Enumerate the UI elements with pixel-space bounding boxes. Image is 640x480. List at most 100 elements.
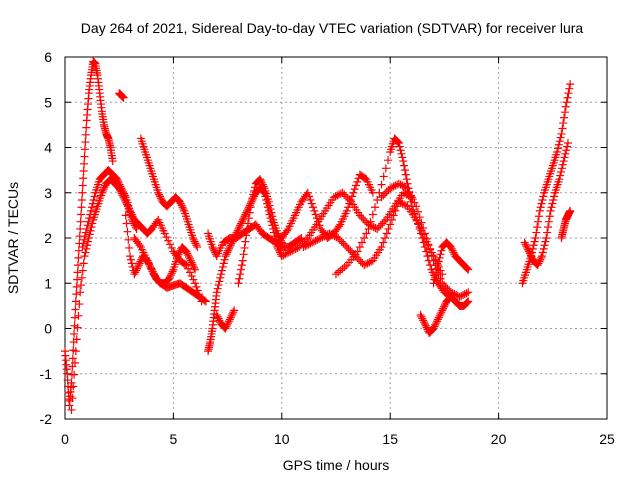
data-point-fill — [530, 237, 539, 246]
data-point-fill — [422, 247, 431, 256]
data-point-fill — [346, 246, 355, 255]
data-point-fill — [125, 243, 134, 252]
data-point-fill — [462, 289, 471, 298]
data-point-fill — [418, 314, 427, 323]
data-point — [559, 157, 568, 166]
data-point-fill — [337, 237, 346, 246]
data-point-fill — [167, 269, 176, 278]
data-point-fill — [82, 123, 91, 132]
data-point-fill — [89, 195, 98, 204]
data-point-fill — [81, 248, 90, 257]
data-point-fill — [136, 257, 145, 266]
series-arc-5 — [136, 134, 202, 252]
data-point-fill — [126, 208, 135, 217]
data-point — [438, 279, 447, 288]
data-point-fill — [215, 277, 224, 286]
data-point-fill — [405, 187, 414, 196]
data-point-fill — [302, 241, 311, 250]
data-point-fill — [560, 113, 569, 122]
data-point-fill — [90, 192, 99, 201]
data-point-fill — [437, 308, 446, 317]
data-point-fill — [434, 313, 443, 322]
data-point-fill — [550, 192, 559, 201]
series-arc-16 — [377, 179, 473, 301]
data-point — [299, 243, 308, 252]
data-point-fill — [410, 198, 419, 207]
data-point-fill — [379, 238, 388, 247]
data-point-fill — [415, 213, 424, 222]
data-point-fill — [543, 228, 552, 237]
data-point — [537, 252, 546, 261]
data-point-fill — [389, 211, 398, 220]
data-point-fill — [413, 207, 422, 216]
data-point-fill — [547, 203, 556, 212]
data-point-fill — [120, 191, 129, 200]
data-point-fill — [216, 273, 225, 282]
data-point-fill — [335, 235, 344, 244]
data-point-fill — [341, 192, 350, 201]
data-point-fill — [341, 241, 350, 250]
data-point — [208, 243, 217, 252]
data-point-fill — [289, 245, 298, 254]
data-point-fill — [224, 319, 233, 328]
data-point-fill — [119, 187, 128, 196]
data-point — [67, 378, 76, 387]
data-point — [256, 175, 265, 184]
data-point-fill — [361, 216, 370, 225]
data-point — [377, 243, 386, 252]
y-tick-label: 0 — [44, 321, 52, 337]
data-point-fill — [82, 244, 91, 253]
data-point-fill — [535, 257, 544, 266]
data-point — [238, 256, 247, 265]
data-point-fill — [77, 210, 86, 219]
data-point-fill — [83, 237, 92, 246]
data-point-fill — [265, 201, 274, 210]
series-arc-1 — [61, 57, 117, 410]
data-point-fill — [213, 312, 222, 321]
data-point-fill — [224, 246, 233, 255]
data-point-fill — [430, 275, 439, 284]
data-point — [438, 306, 447, 315]
data-point-fill — [84, 217, 93, 226]
data-point-fill — [249, 190, 258, 199]
data-point — [76, 288, 85, 297]
data-point — [175, 197, 184, 206]
data-point — [80, 152, 89, 161]
data-point-fill — [540, 241, 549, 250]
data-point-fill — [258, 180, 267, 189]
data-point-fill — [387, 215, 396, 224]
data-point-fill — [267, 208, 276, 217]
data-point-fill — [400, 182, 409, 191]
data-point — [234, 224, 243, 233]
data-point-fill — [237, 217, 246, 226]
data-point-fill — [311, 236, 320, 245]
data-point-fill — [80, 145, 89, 154]
data-point-fill — [400, 166, 409, 175]
data-point-fill — [128, 212, 137, 221]
data-point-fill — [220, 255, 229, 264]
data-point-fill — [355, 243, 364, 252]
data-point — [329, 193, 338, 202]
data-point-fill — [132, 264, 141, 273]
data-point-fill — [439, 302, 448, 311]
data-point-fill — [532, 228, 541, 237]
data-point-fill — [71, 305, 80, 314]
data-point-fill — [86, 226, 95, 235]
data-point — [429, 324, 438, 333]
data-point — [386, 220, 395, 229]
data-point-fill — [333, 191, 342, 200]
data-point — [80, 252, 89, 261]
data-point-fill — [393, 202, 402, 211]
data-point — [394, 179, 403, 188]
data-point-fill — [360, 234, 369, 242]
data-point-fill — [235, 223, 244, 232]
data-point — [533, 261, 542, 270]
x-tick-label: 15 — [382, 431, 398, 447]
data-point — [134, 261, 143, 270]
data-point-fill — [248, 194, 257, 203]
data-point-fill — [214, 281, 223, 290]
data-point-fill — [127, 210, 136, 219]
data-point-fill — [155, 190, 164, 199]
data-point-fill — [288, 246, 297, 255]
data-point-fill — [257, 178, 266, 187]
